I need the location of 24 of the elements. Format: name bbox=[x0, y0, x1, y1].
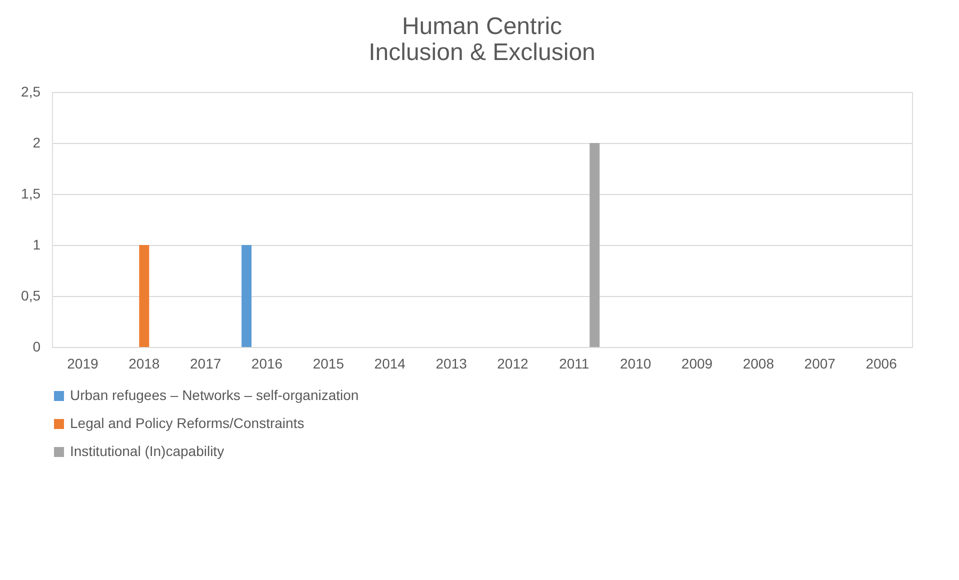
x-tick-label: 2012 bbox=[497, 356, 528, 372]
x-tick-label: 2014 bbox=[374, 356, 406, 372]
x-tick-label: 2006 bbox=[866, 356, 898, 372]
x-tick-label: 2007 bbox=[804, 356, 836, 372]
y-tick-label: 1,5 bbox=[21, 186, 41, 202]
chart-title: Human Centric Inclusion & Exclusion bbox=[368, 13, 596, 66]
y-tick-label: 0 bbox=[32, 338, 41, 354]
x-tick-label: 2016 bbox=[251, 356, 283, 372]
x-tick-label: 2013 bbox=[436, 356, 468, 372]
y-tick-label: 2 bbox=[32, 134, 41, 150]
x-tick-label: 2008 bbox=[742, 356, 774, 372]
y-tick-label: 0,5 bbox=[21, 288, 41, 304]
y-tick-label: 2,5 bbox=[21, 84, 41, 100]
legend-label: Urban refugees – Networks – self-organization bbox=[70, 387, 359, 403]
y-tick-label: 1 bbox=[32, 236, 41, 252]
legend-label: Institutional (In)capability bbox=[70, 443, 224, 459]
x-tick-label: 2009 bbox=[681, 356, 713, 372]
legend-label: Legal and Policy Reforms/Constraints bbox=[70, 415, 304, 431]
x-tick-label: 2019 bbox=[67, 356, 98, 372]
x-tick-label: 2010 bbox=[620, 356, 652, 372]
x-tick-label: 2018 bbox=[128, 356, 160, 372]
x-tick-label: 2017 bbox=[190, 356, 222, 372]
x-tick-label: 2015 bbox=[312, 356, 344, 372]
x-tick-label: 2011 bbox=[559, 356, 590, 372]
